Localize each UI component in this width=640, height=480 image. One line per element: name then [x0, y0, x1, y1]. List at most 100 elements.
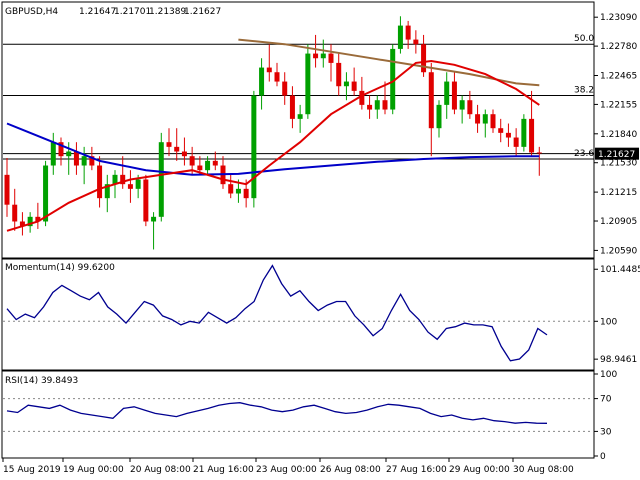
price-tick-label: 1.21215	[600, 188, 637, 198]
candle-body	[274, 72, 280, 82]
x-tick-label: 30 Aug 08:00	[513, 465, 574, 475]
candle-body	[259, 67, 265, 96]
current-price-tag	[595, 147, 639, 160]
candle-body	[490, 114, 496, 129]
price-tick-label: 1.22780	[600, 42, 637, 52]
chart-title: GBPUSD,H4	[5, 7, 58, 17]
candle-body	[127, 184, 133, 189]
candle-body	[189, 156, 195, 166]
x-tick-label: 19 Aug 00:00	[63, 465, 124, 475]
candle-body	[482, 114, 488, 124]
current-price-label: 1.21627	[598, 150, 635, 160]
candle-body	[536, 152, 542, 154]
axis-layer: 1.23090 1.22780 1.22465 1.22155 1.21840 1.215…	[2, 13, 640, 475]
candle-body	[181, 151, 187, 157]
price-tick-label: 1.23090	[600, 13, 637, 23]
candle-body	[328, 53, 334, 63]
x-tick-label: 26 Aug 08:00	[320, 465, 381, 475]
candle-body	[413, 39, 419, 45]
candle-body	[66, 151, 72, 157]
candle-body	[4, 174, 10, 205]
ma-slow-line	[238, 38, 540, 87]
momentum-panel-frame	[1, 258, 595, 371]
candle-body	[467, 100, 473, 115]
candle-body	[58, 142, 64, 157]
candle-body	[405, 25, 411, 40]
candle-body	[382, 100, 388, 110]
ma-fast-line	[6, 59, 540, 232]
x-tick-label: 27 Aug 16:00	[386, 465, 447, 475]
momentum-label: Momentum(14) 99.6200	[5, 263, 115, 273]
candle-body	[282, 81, 288, 96]
candle-body	[158, 142, 164, 217]
candle-body	[197, 165, 203, 171]
price-tick-label: 1.21530	[600, 159, 637, 169]
momentum-layer	[3, 264, 594, 362]
candle-body	[498, 128, 504, 133]
candle-body	[451, 81, 457, 110]
candle-body	[50, 142, 56, 166]
candle-body	[390, 48, 396, 110]
price-tick-label: 1.22155	[600, 100, 637, 110]
ohlc-close: 1.21627	[184, 7, 221, 17]
candle-body	[81, 156, 87, 166]
ohlc-high: 1.21701	[114, 7, 151, 17]
candle-body	[243, 188, 249, 199]
x-tick-label: 29 Aug 00:00	[449, 465, 510, 475]
momentum-tick-label: 100	[600, 317, 617, 327]
candle-body	[73, 151, 79, 166]
candle-body	[436, 104, 442, 129]
rsi-line	[6, 402, 548, 424]
candle-body	[459, 100, 465, 110]
candle-body	[444, 81, 450, 105]
candle-body	[143, 179, 149, 222]
candle-body	[235, 188, 241, 194]
candle-body	[12, 204, 18, 222]
candle-body	[289, 95, 295, 119]
rsi-tick-label: 0	[600, 452, 606, 462]
rsi-tick-label: 70	[600, 395, 612, 405]
candle-body	[112, 174, 118, 185]
candle-body	[174, 146, 180, 152]
candle-body	[475, 114, 481, 124]
candle-body	[151, 216, 157, 222]
candle-body	[35, 216, 41, 222]
candle-body	[428, 72, 434, 129]
candle-body	[19, 221, 25, 227]
candle-body	[313, 53, 319, 59]
momentum-tick-label: 98.9461	[600, 355, 637, 365]
candle-body	[351, 81, 357, 91]
candle-body	[297, 114, 303, 119]
x-tick-label: 15 Aug 2019	[3, 465, 61, 475]
price-tick-label: 1.20905	[600, 217, 637, 227]
candle-body	[43, 165, 49, 222]
candle-body	[266, 67, 272, 73]
candle-body	[336, 62, 342, 87]
x-tick-label: 21 Aug 16:00	[193, 465, 254, 475]
candle-body	[135, 179, 141, 189]
ohlc-low: 1.21389	[149, 7, 186, 17]
candle-body	[320, 53, 326, 59]
rsi-tick-label: 30	[600, 427, 612, 437]
candle-body	[529, 118, 535, 153]
price-layer: 50.038.223.6	[3, 16, 594, 250]
candle-body	[212, 160, 218, 166]
candle-body	[305, 53, 311, 115]
candle-body	[104, 184, 110, 199]
candle-body	[505, 132, 511, 138]
rsi-layer	[3, 398, 594, 432]
x-tick-label: 23 Aug 00:00	[256, 465, 317, 475]
candle-body	[89, 156, 95, 166]
candle-body	[205, 160, 211, 171]
price-tick-label: 1.21840	[600, 130, 637, 140]
candle-body	[367, 104, 373, 110]
candle-body	[359, 90, 365, 105]
rsi-tick-label: 100	[600, 370, 617, 380]
rsi-label: RSI(14) 39.8493	[5, 376, 78, 386]
fib-level-label: 38.2	[574, 86, 594, 96]
candle-body	[343, 81, 349, 87]
price-panel-frame	[1, 1, 595, 259]
price-tick-label: 1.22465	[600, 71, 637, 81]
